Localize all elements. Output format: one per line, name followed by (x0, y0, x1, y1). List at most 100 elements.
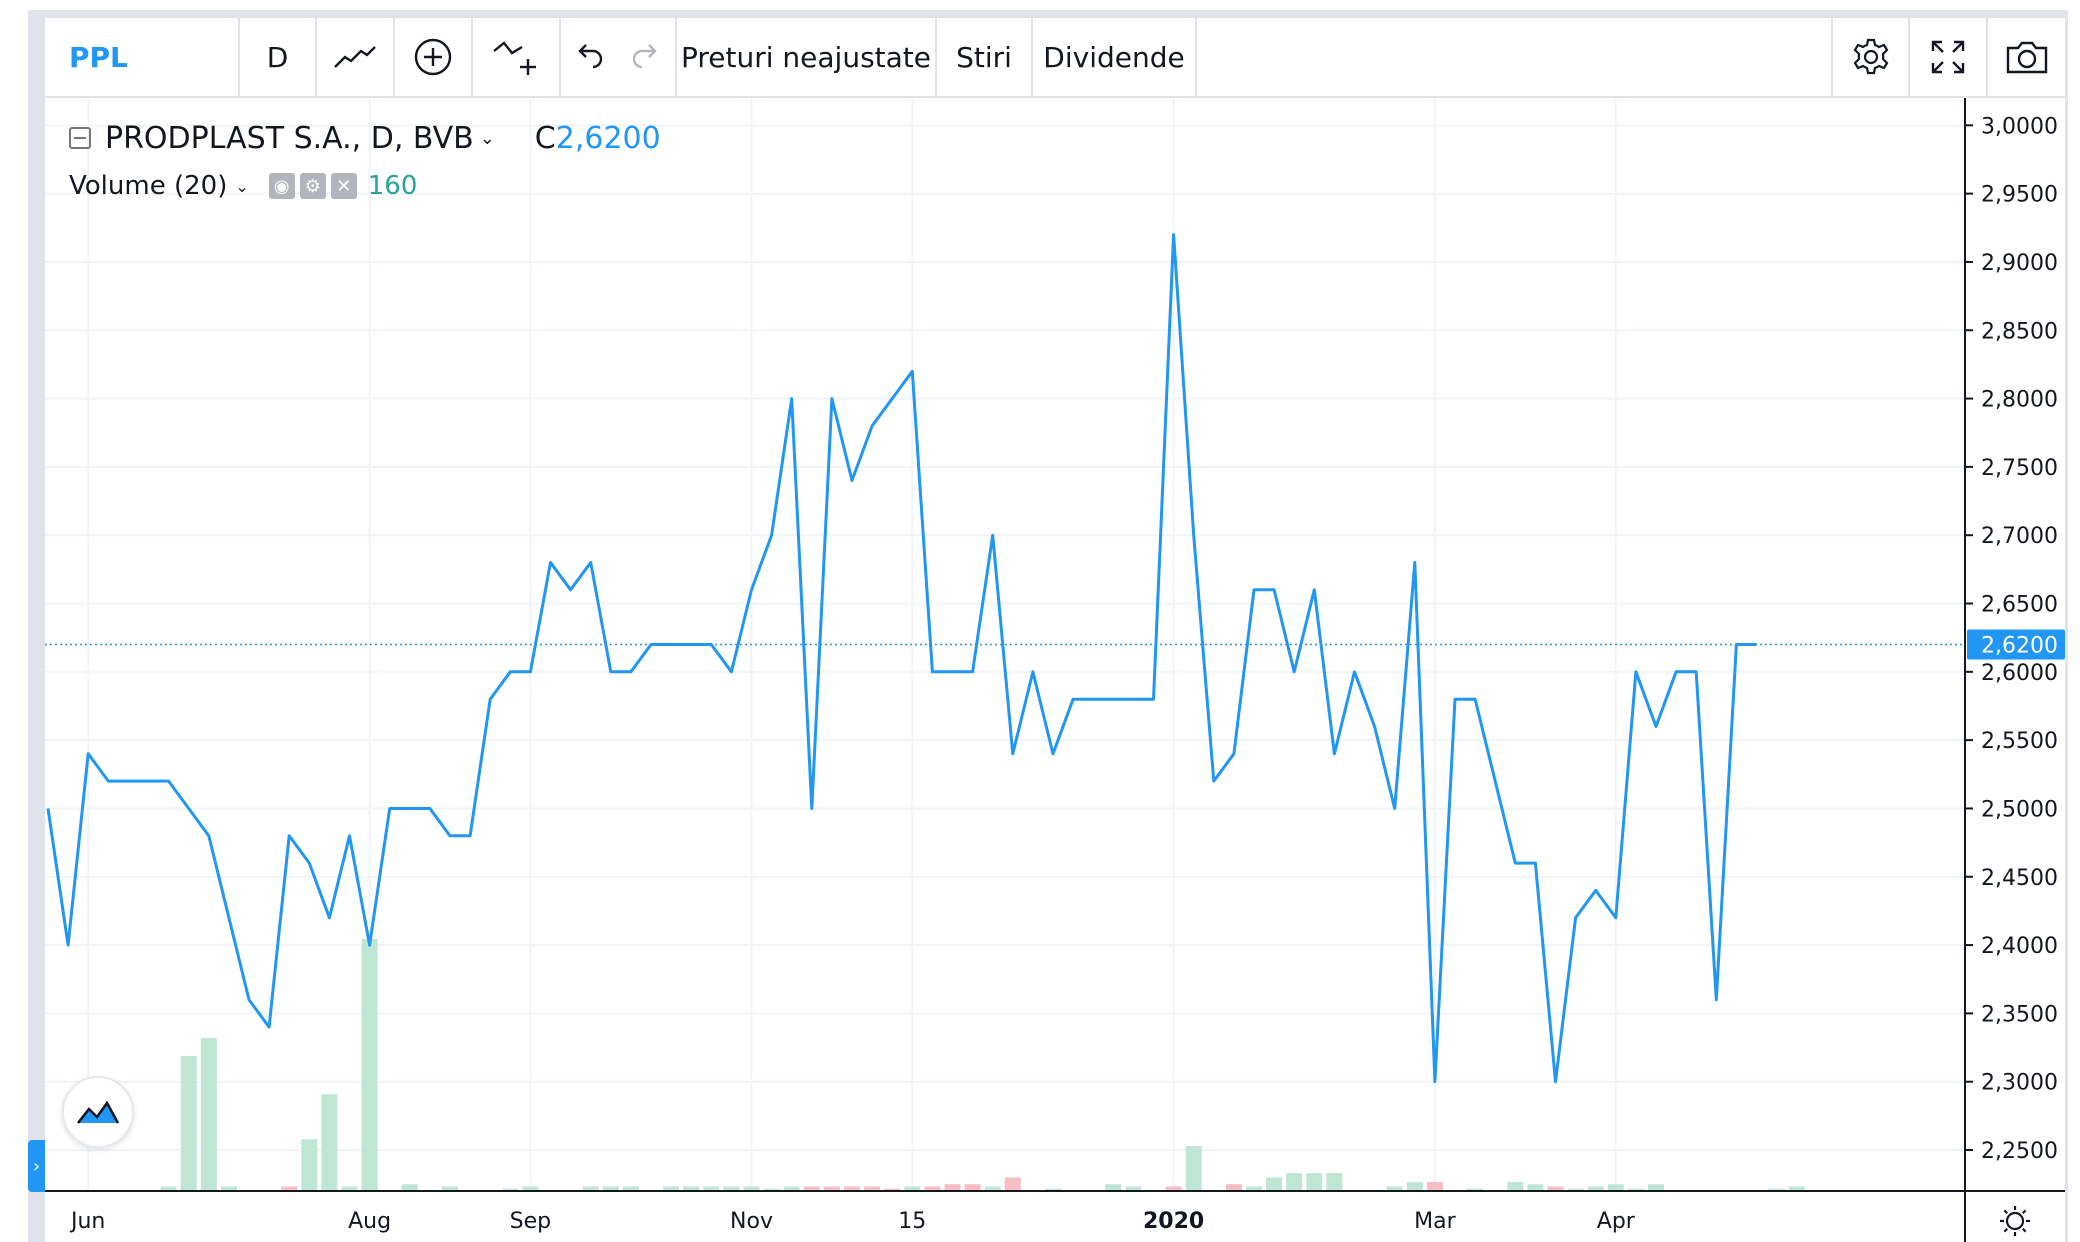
volume-bar (401, 1184, 418, 1191)
x-tick-label: Aug (348, 1209, 391, 1234)
eye-icon[interactable]: ◉ (268, 173, 295, 199)
fullscreen-icon (1931, 40, 1965, 74)
volume-bar (1547, 1186, 1564, 1191)
gear-icon[interactable]: ⚙ (299, 173, 326, 199)
y-tick-label: 2,2500 (1981, 1139, 2058, 1164)
volume-bar (1004, 1177, 1021, 1191)
volume-bar (361, 939, 378, 1191)
close-value: 2,6200 (555, 120, 661, 156)
volume-bar (502, 1188, 519, 1191)
screenshot-button[interactable] (1988, 18, 2065, 96)
y-tick-label: 2,3500 (1981, 1002, 2058, 1027)
volume-bar (1225, 1184, 1242, 1191)
volume-bar (160, 1186, 177, 1191)
chart-style-button[interactable] (317, 18, 395, 96)
volume-bar (1648, 1184, 1664, 1191)
volume-bar (783, 1186, 800, 1191)
interval-button[interactable]: D (240, 18, 317, 96)
volume-bar (442, 1186, 458, 1191)
volume-bar (622, 1186, 639, 1191)
x-tick-label: Apr (1597, 1209, 1636, 1234)
chevron-down-icon[interactable]: ⌄ (235, 176, 249, 196)
volume-bar (924, 1186, 941, 1191)
volume-legend: Volume (20) ⌄ ◉ ⚙ ✕ 160 (69, 168, 417, 204)
volume-bar (321, 1094, 338, 1191)
price-series-line (46, 233, 1757, 1084)
symbol-search-button[interactable]: PPL (45, 18, 240, 96)
volume-bar (1306, 1173, 1323, 1191)
x-tick-label: 2020 (1143, 1209, 1204, 1234)
undo-button[interactable] (561, 18, 617, 96)
volume-bar (944, 1184, 961, 1191)
close-prefix: C (534, 120, 556, 156)
tradingview-logo[interactable] (62, 1076, 134, 1148)
indicators-button[interactable] (473, 18, 561, 96)
volume-bar (1527, 1184, 1544, 1191)
y-tick-label: 2,9000 (1981, 251, 2058, 276)
news-button[interactable]: Stiri (937, 18, 1033, 96)
volume-bar (522, 1186, 539, 1191)
volume-bar (1788, 1186, 1805, 1191)
y-tick-label: 2,7500 (1981, 456, 2058, 481)
y-tick-label: 2,4000 (1981, 934, 2058, 959)
volume-bar (200, 1038, 217, 1191)
volume-bar (1406, 1182, 1423, 1191)
series-title[interactable]: PRODPLAST S.A., D, BVB (105, 120, 474, 156)
volume-bar (180, 1056, 197, 1191)
axis-settings-icon[interactable] (2000, 1206, 2030, 1236)
volume-bar (1246, 1186, 1262, 1191)
indicator-add-icon (493, 41, 536, 75)
y-tick-label: 2,7000 (1981, 524, 2058, 549)
y-tick-label: 2,8500 (1981, 319, 2058, 344)
y-tick-label: 2,6500 (1981, 593, 2058, 618)
volume-bar (1165, 1186, 1182, 1191)
volume-bar (663, 1186, 680, 1191)
volume-bar (1326, 1173, 1343, 1191)
x-tick-label: Nov (730, 1209, 773, 1234)
volume-bar (1105, 1184, 1122, 1191)
volume-bar (984, 1186, 1001, 1191)
volume-bar (1426, 1182, 1443, 1191)
settings-icon (1853, 38, 1888, 75)
volume-bar (1185, 1146, 1202, 1191)
y-tick-label: 2,6000 (1981, 661, 2058, 686)
unadjusted-prices-button[interactable]: Preturi neajustate (677, 18, 937, 96)
y-tick-label: 2,3000 (1981, 1071, 2058, 1096)
redo-icon (632, 44, 657, 69)
y-tick-label: 3,0000 (1981, 114, 2058, 139)
volume-bar (683, 1186, 700, 1191)
last-price-label-box (1967, 629, 2065, 660)
volume-bar (964, 1184, 981, 1191)
redo-button[interactable] (617, 18, 677, 96)
volume-bar (1768, 1188, 1785, 1191)
collapse-icon[interactable] (69, 127, 91, 149)
x-tick-label: Sep (510, 1209, 551, 1234)
chevron-down-icon[interactable]: ⌄ (479, 127, 495, 149)
y-tick-label: 2,4500 (1981, 866, 2058, 891)
y-tick-label: 2,5000 (1981, 797, 2058, 822)
volume-bar (1567, 1188, 1584, 1191)
volume-bar (723, 1186, 740, 1191)
volume-bar (1125, 1186, 1142, 1191)
dividends-button[interactable]: Dividende (1033, 18, 1197, 96)
y-tick-label: 2,5500 (1981, 729, 2058, 754)
volume-bar (1627, 1188, 1644, 1191)
volume-bar (763, 1188, 780, 1191)
volume-title[interactable]: Volume (20) (69, 171, 228, 201)
close-icon[interactable]: ✕ (330, 173, 357, 199)
volume-bar (823, 1186, 840, 1191)
camera-icon (2006, 41, 2047, 74)
volume-bar (301, 1139, 318, 1191)
fullscreen-button[interactable] (1910, 18, 1988, 96)
top-toolbar: PPL D (45, 18, 2065, 98)
volume-bar (341, 1186, 358, 1191)
volume-bar (844, 1186, 860, 1191)
price-chart[interactable]: 3,0000 2,9500 2,9000 2,8500 2,8000 2,7500 2,70… (45, 98, 2065, 1242)
expand-panel-tab[interactable]: › (28, 1140, 45, 1192)
compare-add-button[interactable] (395, 18, 473, 96)
y-tick-label: 2,9500 (1981, 183, 2058, 208)
volume-bar (1607, 1184, 1624, 1191)
volume-bar (281, 1186, 298, 1191)
volume-bar (803, 1186, 820, 1191)
settings-button[interactable] (1831, 18, 1910, 96)
